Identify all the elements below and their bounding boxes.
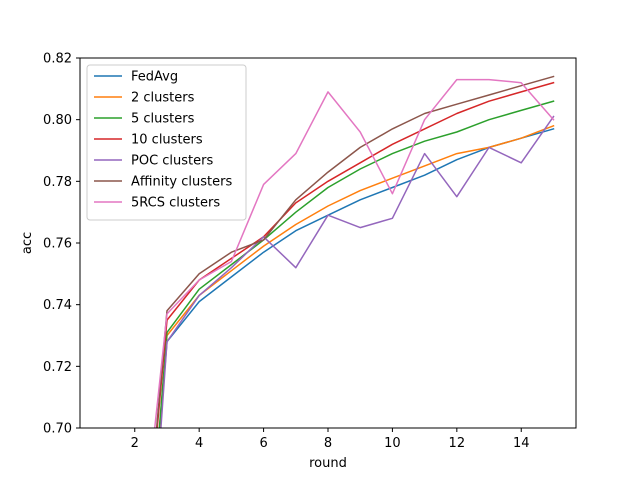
series-line-1 bbox=[158, 124, 555, 428]
y-tick-label: 0.74 bbox=[43, 298, 72, 313]
legend-label-0: FedAvg bbox=[131, 70, 178, 85]
legend-label-2: 5 clusters bbox=[131, 112, 195, 127]
legend-label-3: 10 clusters bbox=[131, 133, 203, 148]
y-tick-label: 0.76 bbox=[43, 237, 72, 252]
y-axis-label: acc bbox=[20, 232, 35, 254]
series-line-6 bbox=[153, 78, 555, 428]
series-line-3 bbox=[156, 81, 555, 428]
y-tick-label: 0.82 bbox=[43, 52, 72, 67]
y-tick-label: 0.72 bbox=[43, 360, 72, 375]
legend-box bbox=[86, 64, 247, 221]
x-tick-label: 6 bbox=[259, 436, 267, 451]
series-line-2 bbox=[158, 100, 555, 428]
x-axis: 2 4 6 8 10 12 14 bbox=[131, 428, 530, 451]
x-tick-label: 8 bbox=[324, 436, 332, 451]
x-tick-label: 4 bbox=[195, 436, 203, 451]
legend-label-1: 2 clusters bbox=[131, 91, 195, 106]
series-line-5 bbox=[155, 75, 555, 428]
series-line-4 bbox=[160, 115, 555, 428]
y-tick-label: 0.80 bbox=[43, 113, 72, 128]
y-axis: 0.70 0.72 0.74 0.76 0.78 0.80 0.82 bbox=[43, 52, 80, 437]
legend-label-6: 5RCS clusters bbox=[131, 196, 220, 211]
y-tick-label: 0.70 bbox=[43, 422, 72, 437]
y-tick-label: 0.78 bbox=[43, 175, 72, 190]
series-layer bbox=[153, 75, 555, 428]
x-tick-label: 10 bbox=[384, 436, 401, 451]
legend-label-5: Affinity clusters bbox=[131, 175, 232, 190]
legend-label-4: POC clusters bbox=[131, 154, 213, 169]
x-axis-label: round bbox=[309, 456, 347, 471]
x-tick-label: 14 bbox=[513, 436, 530, 451]
x-tick-label: 2 bbox=[131, 436, 139, 451]
legend: FedAvg 2 clusters 5 clusters 10 clusters POC… bbox=[86, 64, 247, 221]
x-tick-label: 12 bbox=[449, 436, 466, 451]
